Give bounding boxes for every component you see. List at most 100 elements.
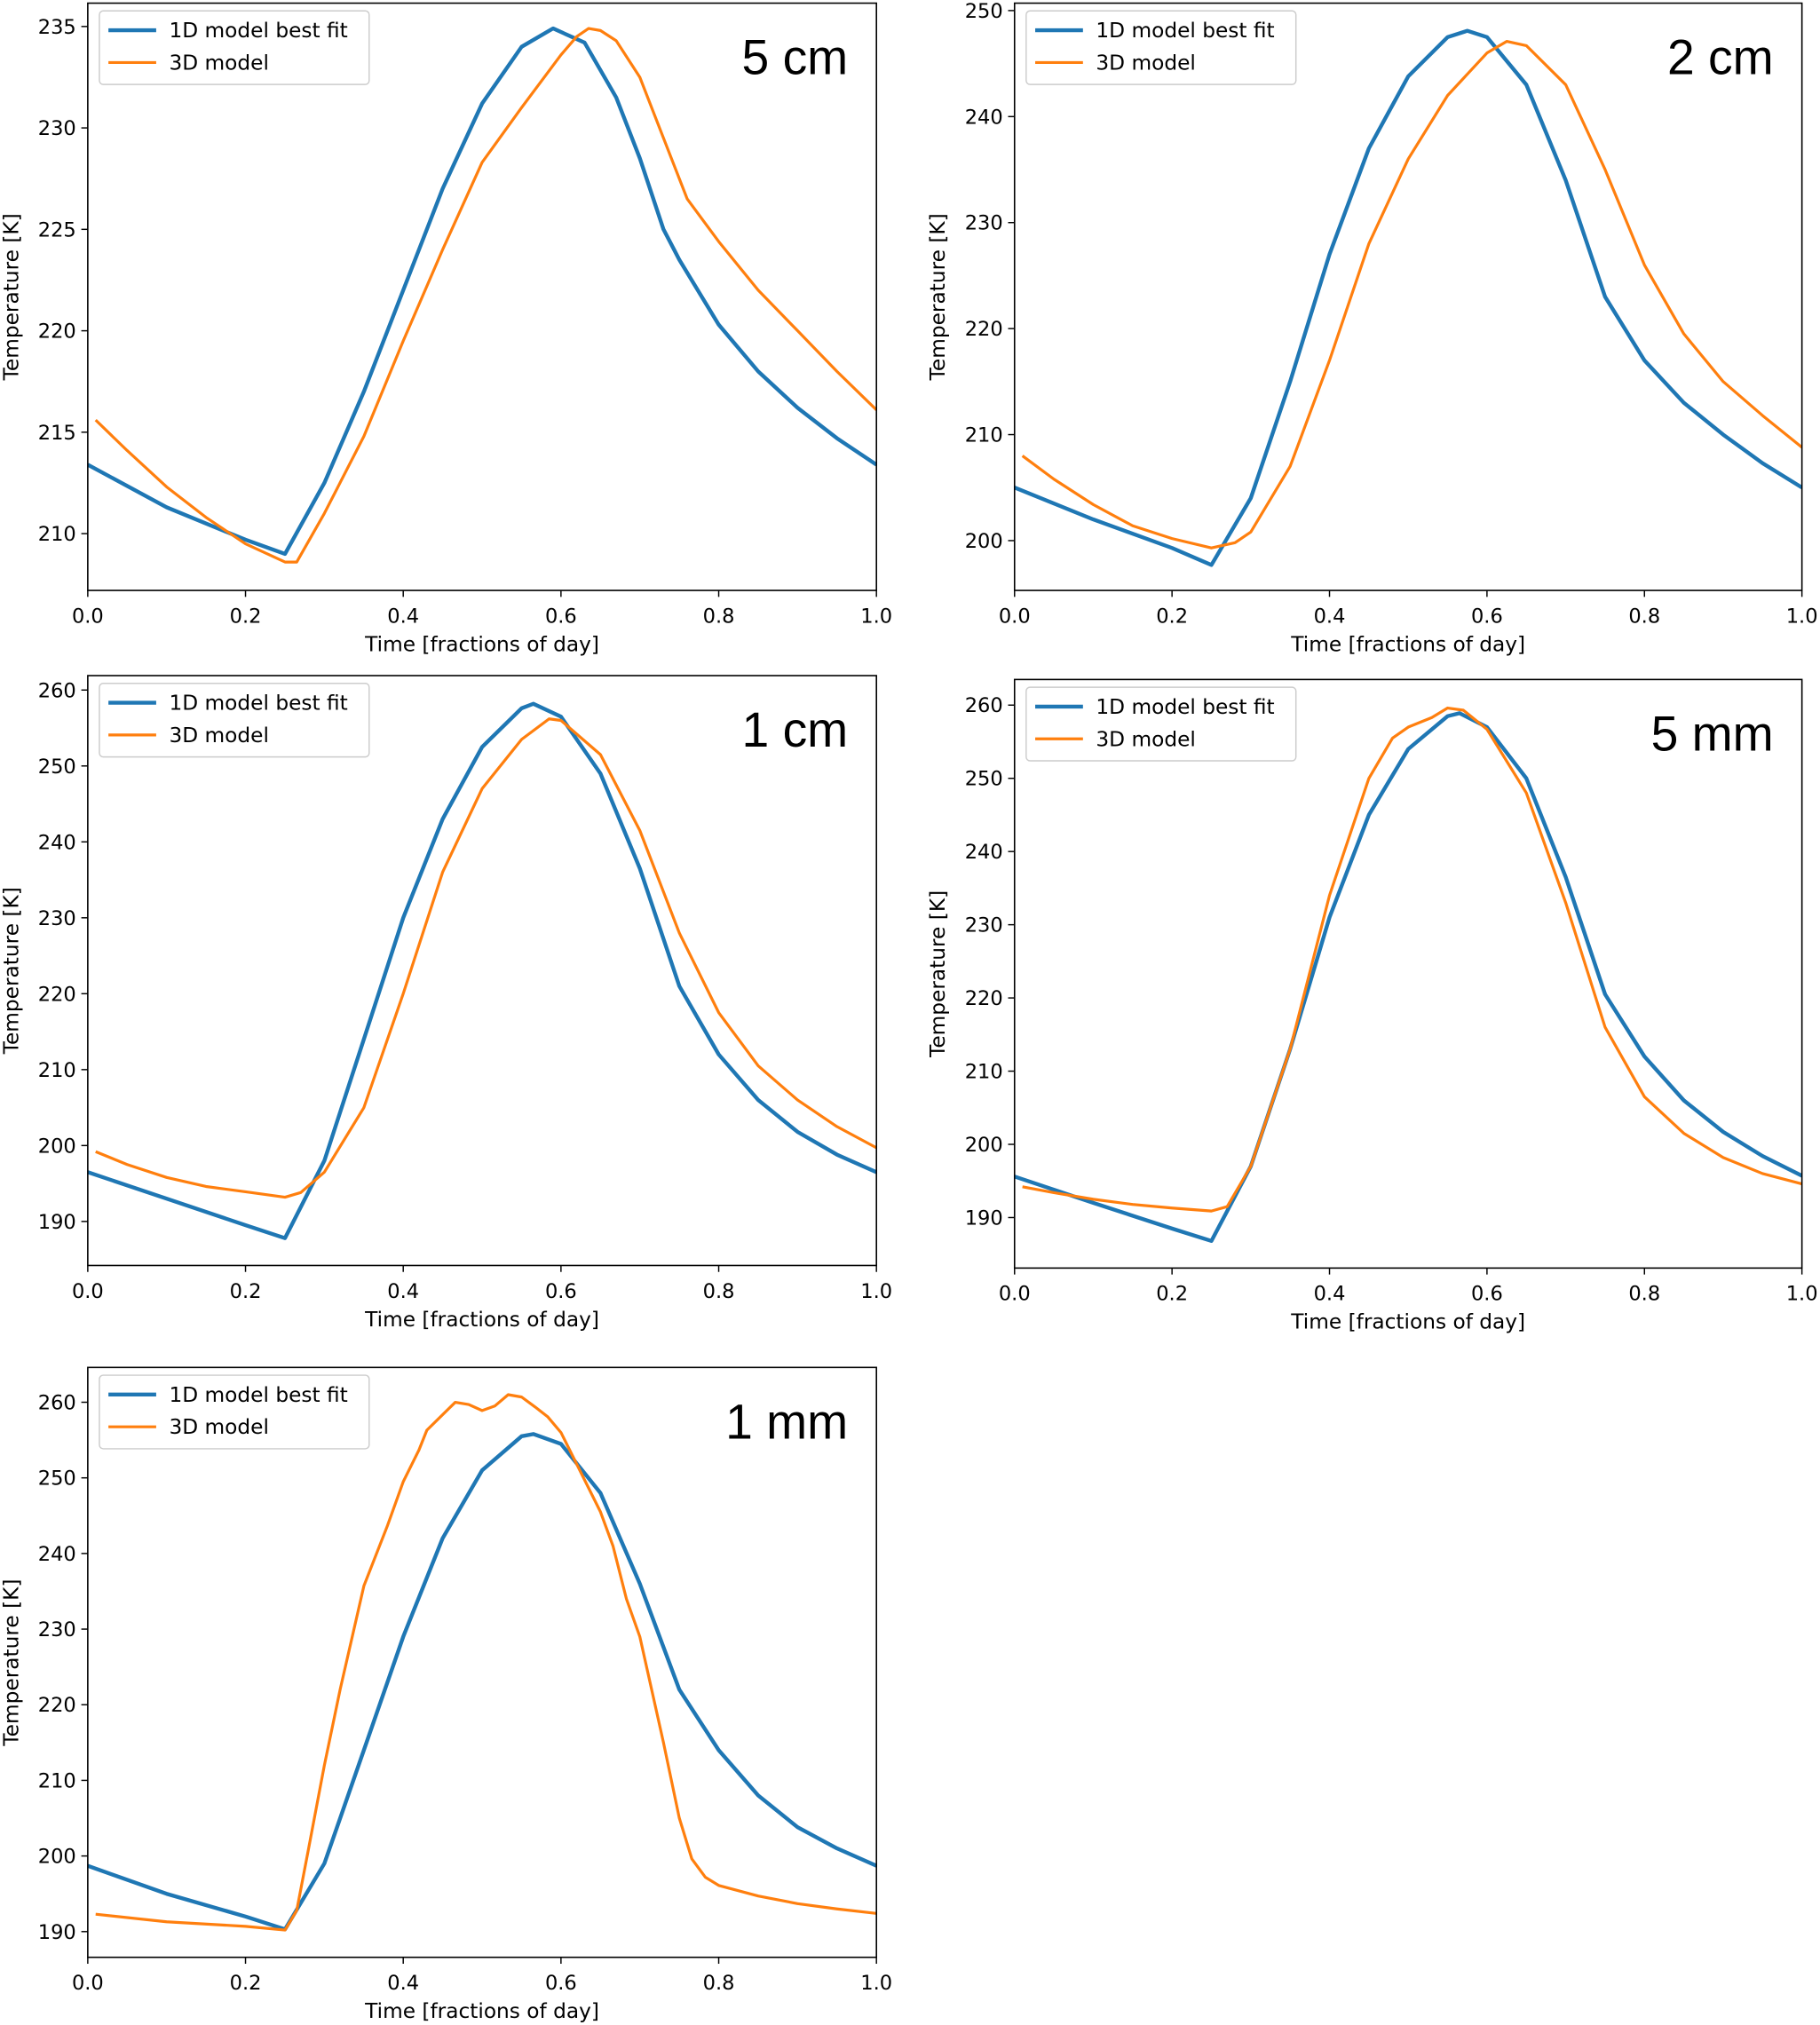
y-tick-label: 260 bbox=[965, 694, 1003, 717]
series-3d-line bbox=[1022, 706, 1802, 1213]
y-tick-label: 220 bbox=[38, 320, 76, 344]
y-tick-label: 260 bbox=[38, 1392, 76, 1415]
y-tick-label: 225 bbox=[38, 218, 76, 241]
legend-box bbox=[1025, 686, 1297, 762]
depth-annotation: 2 cm bbox=[1667, 30, 1774, 85]
chart-panel-5: 0.0 0.2 0.4 0.6 0.8 1.0 190 200 210 220 230 240 250 2… bbox=[0, 1366, 892, 2023]
chart-panel-2: 0.0 0.2 0.4 0.6 0.8 1.0 200 210 220 230 240 250 Time… bbox=[926, 0, 1817, 656]
y-tick-label: 220 bbox=[38, 983, 76, 1006]
series-1d-line bbox=[87, 26, 877, 557]
y-tick-label: 200 bbox=[965, 1134, 1003, 1157]
x-tick-label: 0.4 bbox=[387, 605, 419, 628]
y-tick-label: 220 bbox=[965, 318, 1003, 341]
y-axis-label: Temperature [K] bbox=[0, 1579, 23, 1747]
x-tick-label: 0.8 bbox=[1628, 605, 1660, 628]
y-tick-label: 210 bbox=[965, 1061, 1003, 1084]
depth-annotation: 1 mm bbox=[725, 1394, 848, 1449]
y-tick-label: 190 bbox=[38, 1211, 76, 1234]
y-tick-label: 190 bbox=[965, 1206, 1003, 1230]
y-axis-label: Temperature [K] bbox=[0, 887, 23, 1055]
legend-label-1d: 1D model best fit bbox=[169, 19, 347, 43]
y-tick-label: 250 bbox=[965, 0, 1003, 23]
y-tick-label: 250 bbox=[38, 755, 76, 779]
x-tick-label: 0.0 bbox=[999, 605, 1031, 628]
x-axis-label: Time [fractions of day] bbox=[1290, 632, 1525, 656]
y-tick-label: 200 bbox=[38, 1135, 76, 1158]
legend-label-3d: 3D model bbox=[169, 51, 268, 75]
y-axis-label: Temperature [K] bbox=[0, 213, 23, 381]
y-tick-label: 230 bbox=[38, 117, 76, 140]
depth-annotation: 5 cm bbox=[742, 30, 849, 85]
legend: 1D model best fit 3D model bbox=[1025, 686, 1297, 762]
series-3d-line bbox=[94, 27, 877, 564]
legend-label-3d: 3D model bbox=[169, 1415, 268, 1439]
legend: 1D model best fit 3D model bbox=[99, 683, 370, 758]
x-axis-label: Time [fractions of day] bbox=[364, 632, 599, 656]
x-tick-label: 0.2 bbox=[230, 605, 262, 628]
x-tick-label: 0.2 bbox=[230, 1972, 262, 1995]
x-tick-label: 0.6 bbox=[545, 605, 577, 628]
depth-annotation: 1 cm bbox=[742, 702, 849, 757]
legend-box bbox=[1025, 10, 1297, 85]
y-tick-label: 240 bbox=[38, 831, 76, 854]
x-tick-label: 0.8 bbox=[703, 605, 735, 628]
x-tick-label: 0.2 bbox=[1156, 1283, 1188, 1306]
legend-label-1d: 1D model best fit bbox=[1096, 695, 1274, 719]
x-tick-label: 0.4 bbox=[1314, 1283, 1346, 1306]
y-axis-label: Temperature [K] bbox=[926, 213, 950, 381]
y-tick-label: 210 bbox=[38, 1769, 76, 1792]
series-1d-line bbox=[87, 701, 877, 1240]
x-tick-label: 1.0 bbox=[860, 605, 892, 628]
x-axis-label: Time [fractions of day] bbox=[364, 1999, 599, 2023]
y-tick-label: 210 bbox=[38, 523, 76, 546]
x-tick-label: 0.0 bbox=[72, 1280, 104, 1303]
y-tick-label: 250 bbox=[965, 768, 1003, 791]
y-tick-label: 250 bbox=[38, 1467, 76, 1491]
x-axis-label: Time [fractions of day] bbox=[1290, 1310, 1525, 1334]
depth-annotation: 5 mm bbox=[1651, 706, 1774, 761]
legend-label-3d: 3D model bbox=[1096, 727, 1195, 751]
y-tick-label: 240 bbox=[965, 106, 1003, 129]
series-1d-line bbox=[87, 1432, 877, 1932]
series-3d-line bbox=[95, 717, 877, 1199]
x-tick-label: 0.2 bbox=[1156, 605, 1188, 628]
x-axis-label: Time [fractions of day] bbox=[364, 1308, 599, 1332]
x-tick-label: 1.0 bbox=[860, 1280, 892, 1303]
chart-panel-1: 0.0 0.2 0.4 0.6 0.8 1.0 210 215 220 225 230 235 Time… bbox=[0, 2, 892, 656]
x-tick-label: 0.6 bbox=[1471, 605, 1503, 628]
axes-frame bbox=[87, 1366, 877, 1958]
y-tick-label: 230 bbox=[965, 914, 1003, 937]
legend-label-1d: 1D model best fit bbox=[169, 1383, 347, 1407]
y-tick-label: 240 bbox=[965, 841, 1003, 864]
axes-frame bbox=[87, 2, 877, 591]
axes-frame bbox=[1013, 2, 1803, 591]
y-tick-label: 190 bbox=[38, 1921, 76, 1944]
y-tick-label: 210 bbox=[965, 424, 1003, 447]
series-3d-line bbox=[95, 1393, 877, 1932]
series-1d-line bbox=[1014, 28, 1802, 567]
y-tick-label: 200 bbox=[38, 1846, 76, 1869]
x-tick-label: 1.0 bbox=[860, 1972, 892, 1995]
legend: 1D model best fit 3D model bbox=[99, 10, 370, 85]
axes-frame bbox=[87, 675, 877, 1267]
legend-box bbox=[99, 1374, 370, 1450]
x-tick-label: 0.4 bbox=[387, 1280, 419, 1303]
y-tick-label: 215 bbox=[38, 422, 76, 445]
y-axis-label: Temperature [K] bbox=[926, 890, 950, 1058]
y-tick-label: 220 bbox=[965, 987, 1003, 1010]
x-tick-label: 0.6 bbox=[1471, 1283, 1503, 1306]
x-tick-label: 0.0 bbox=[999, 1283, 1031, 1306]
chart-panel-4: 0.0 0.2 0.4 0.6 0.8 1.0 190 200 210 220 230 240 250 2… bbox=[926, 678, 1818, 1334]
y-tick-label: 230 bbox=[38, 1618, 76, 1641]
x-tick-label: 0.0 bbox=[72, 605, 104, 628]
legend-label-1d: 1D model best fit bbox=[1096, 19, 1274, 43]
x-tick-label: 0.0 bbox=[72, 1972, 104, 1995]
x-tick-label: 1.0 bbox=[1786, 605, 1818, 628]
y-tick-label: 235 bbox=[38, 16, 76, 39]
y-tick-label: 220 bbox=[38, 1694, 76, 1717]
legend: 1D model best fit 3D model bbox=[1025, 10, 1297, 85]
y-tick-label: 260 bbox=[38, 679, 76, 702]
legend-label-3d: 3D model bbox=[169, 724, 268, 748]
series-3d-line bbox=[1021, 39, 1802, 550]
